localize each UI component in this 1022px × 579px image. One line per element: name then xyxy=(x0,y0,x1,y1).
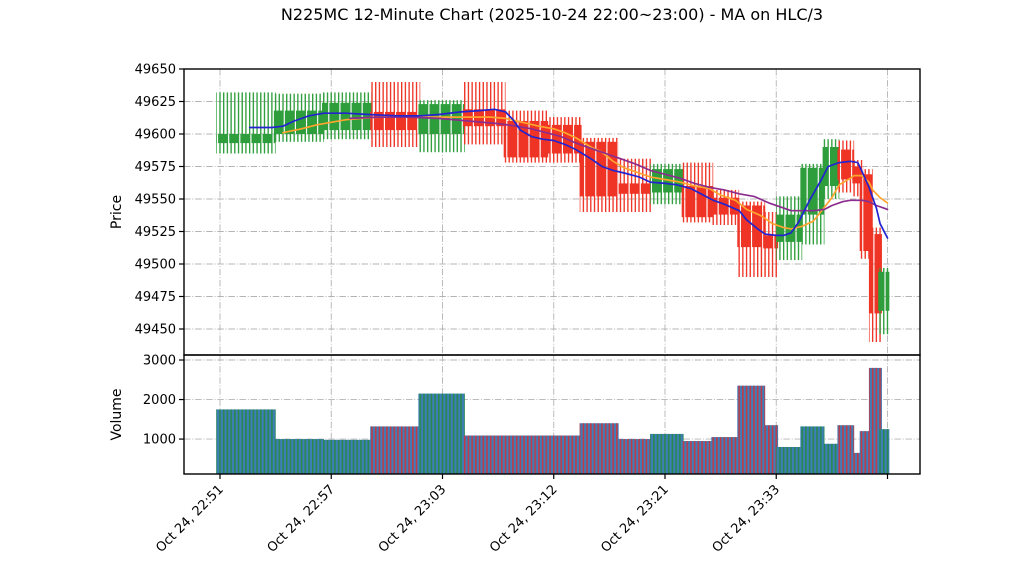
volume-bar-stripes xyxy=(711,437,740,474)
price-axis-label: Price xyxy=(109,195,125,229)
volume-bar-stripes xyxy=(800,426,825,474)
chart-title: N225MC 12-Minute Chart (2025-10-24 22:00… xyxy=(280,5,824,24)
volume-bar-stripes xyxy=(418,393,465,474)
candle-bodies xyxy=(878,271,890,311)
candle-bodies xyxy=(837,149,855,180)
x-tick-label: Oct 24, 22:57 xyxy=(265,482,338,555)
candle-bodies xyxy=(800,167,825,215)
candle-bodies xyxy=(216,134,276,144)
candle-wicks xyxy=(216,92,276,154)
volume-bar-stripes xyxy=(681,441,714,474)
volume-bar-stripes xyxy=(878,429,890,474)
ma-line-ma-mid xyxy=(282,116,889,230)
price-y-tick-label: 49450 xyxy=(135,323,176,338)
price-y-tick-label: 49625 xyxy=(135,95,176,110)
volume-bar-stripes xyxy=(579,423,619,474)
volume-bar-stripes xyxy=(321,439,373,474)
volume-bar-stripes xyxy=(852,452,864,474)
volume-bar-stripes xyxy=(546,435,582,474)
candle-bodies xyxy=(273,110,324,134)
x-tick-label: Oct 24, 22:51 xyxy=(153,482,226,555)
price-y-tick-label: 49575 xyxy=(135,160,176,175)
volume-bar-stripes xyxy=(837,425,855,474)
x-tick-label: Oct 24, 23:12 xyxy=(487,482,560,555)
candle-bodies xyxy=(321,102,373,131)
candle-bodies xyxy=(650,169,684,193)
x-tick-label: Oct 24, 23:33 xyxy=(710,482,783,555)
volume-bar-stripes xyxy=(216,409,276,474)
price-y-tick-label: 49500 xyxy=(135,258,176,273)
volume-bar-stripes xyxy=(776,446,803,474)
candle-bodies xyxy=(761,235,779,249)
volume-bar-stripes xyxy=(616,439,653,474)
candle-bodies xyxy=(616,183,653,194)
volume-bar-stripes xyxy=(370,426,421,474)
price-y-tick-label: 49650 xyxy=(135,63,176,78)
volume-bar-stripes xyxy=(737,385,766,474)
volume-bar-stripes xyxy=(822,443,840,474)
candle-bodies xyxy=(822,147,840,186)
volume-bar-stripes xyxy=(761,425,779,474)
volume-bar-stripes xyxy=(462,435,506,474)
volume-axis-label: Volume xyxy=(109,388,125,440)
volume-bar-stripes xyxy=(273,439,324,474)
volume-y-tick-label: 3000 xyxy=(143,354,176,369)
price-y-tick-label: 49525 xyxy=(135,225,176,240)
volume-y-tick-label: 1000 xyxy=(143,433,176,448)
volume-bar-stripes xyxy=(503,435,549,474)
x-tick-label: Oct 24, 23:21 xyxy=(598,482,671,555)
x-tick-label: Oct 24, 23:03 xyxy=(376,482,449,555)
ma-line-ma-fast xyxy=(248,108,889,239)
price-y-tick-label: 49550 xyxy=(135,193,176,208)
price-y-tick-label: 49600 xyxy=(135,128,176,143)
volume-bar-stripes xyxy=(650,433,684,474)
candle-bodies xyxy=(681,186,714,218)
volume-y-tick-label: 2000 xyxy=(143,393,176,408)
volume-panel-border xyxy=(183,354,921,475)
price-y-tick-label: 49475 xyxy=(135,290,176,305)
candle-bodies xyxy=(737,205,766,248)
